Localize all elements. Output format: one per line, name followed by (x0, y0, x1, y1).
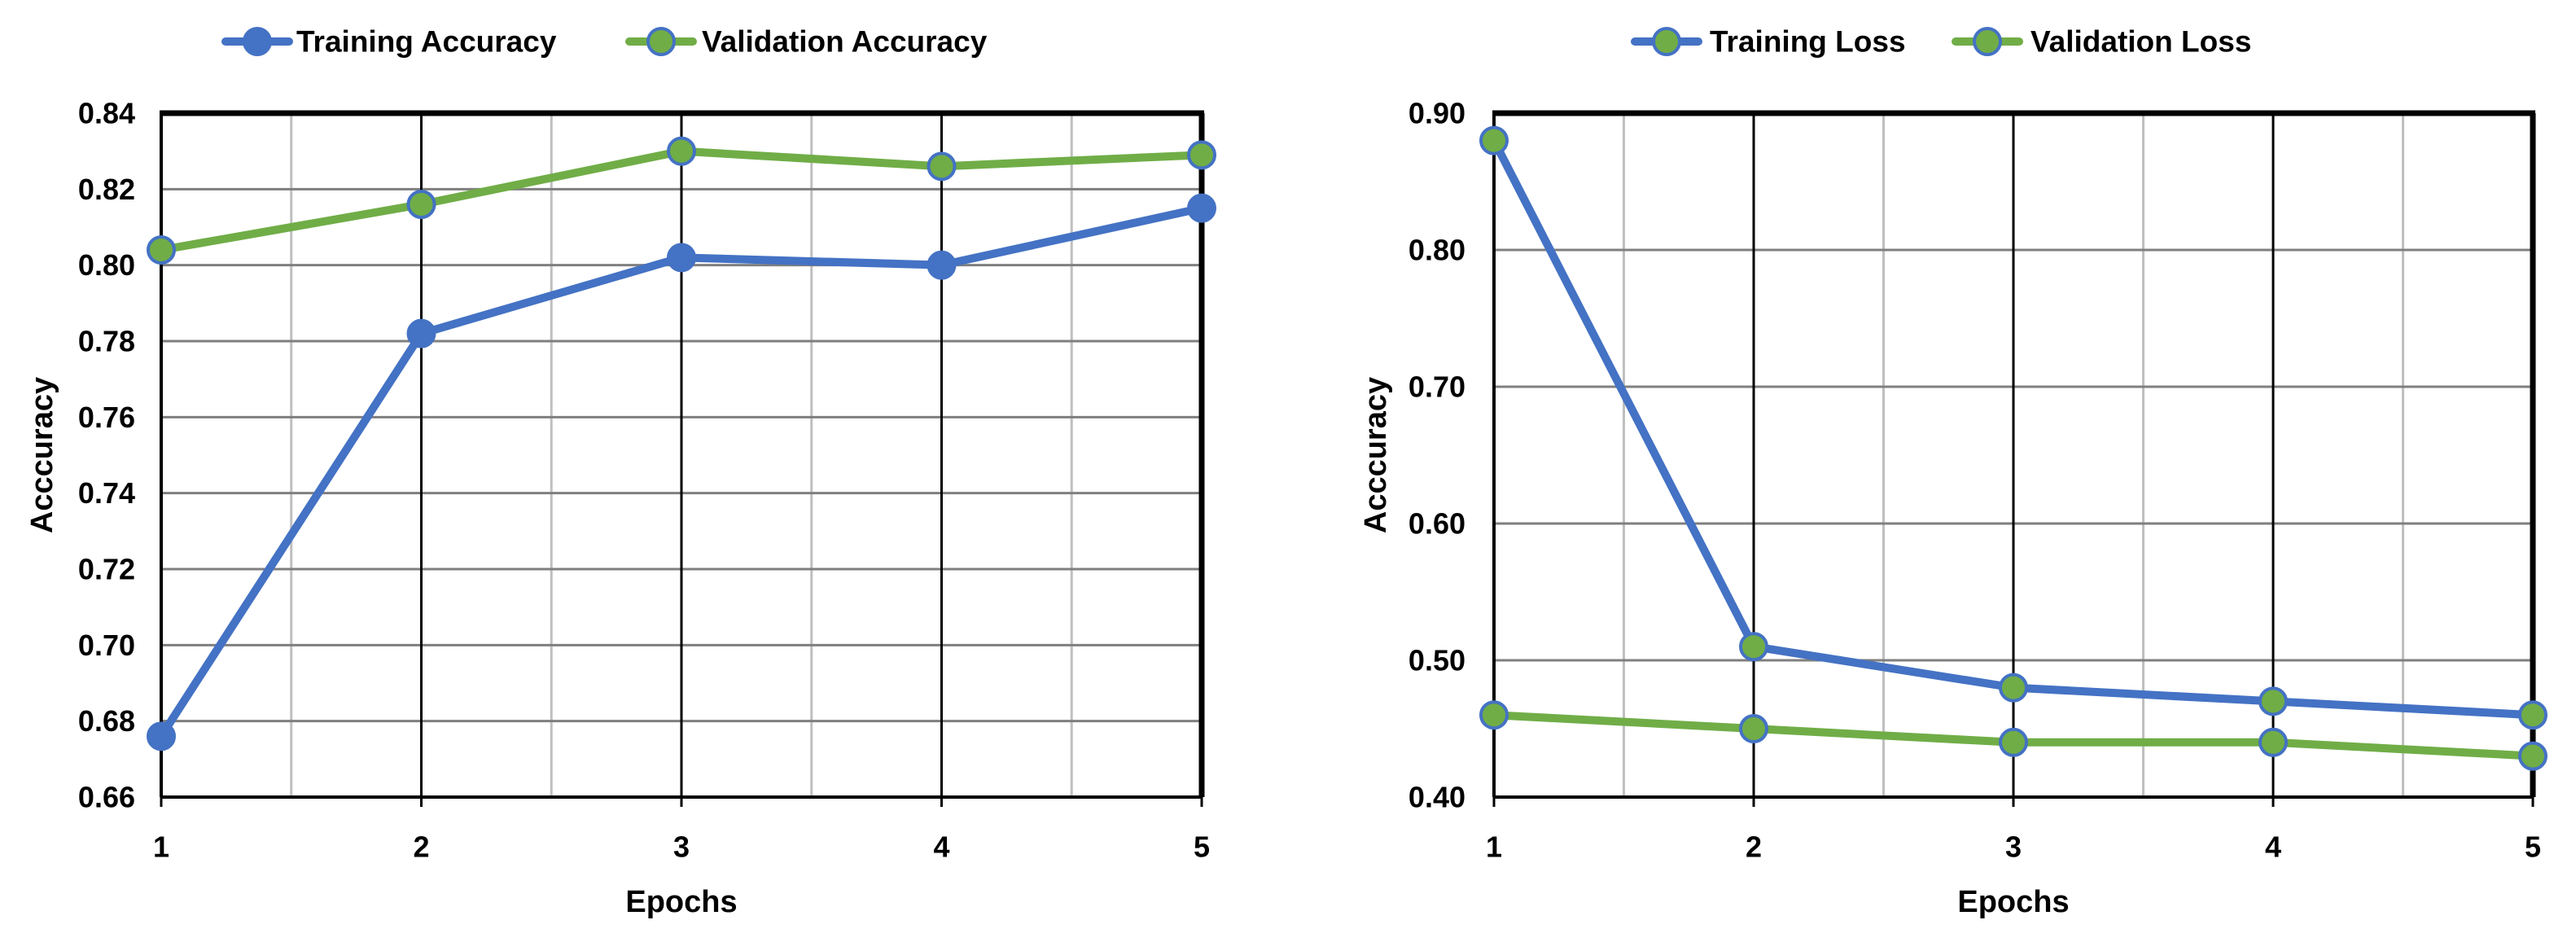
data-point (2258, 686, 2288, 716)
y-axis-label: Acccuracy (1359, 377, 1393, 533)
y-tick-label: 0.84 (78, 97, 135, 130)
grid (160, 113, 1203, 807)
y-tick-label: 0.70 (1408, 370, 1465, 404)
x-tick-label: 1 (1486, 830, 1502, 864)
y-tick-label: 0.76 (78, 401, 135, 434)
legend-label: Training Loss (1710, 25, 1906, 59)
x-tick-label: 2 (1746, 830, 1762, 864)
legend-marker (1652, 27, 1681, 56)
data-point (2258, 727, 2288, 757)
data-point (1479, 700, 1509, 730)
y-tick-label: 0.68 (78, 704, 135, 738)
legend-label: Training Accuracy (296, 25, 557, 59)
y-tick-label: 0.78 (78, 325, 135, 358)
legend: Training Accuracy Validation Accuracy (221, 25, 988, 59)
legend-item: Training Loss (1631, 25, 1906, 59)
series-0 (1479, 125, 2548, 730)
data-point (2518, 700, 2548, 730)
data-point (1187, 140, 1216, 170)
y-tick-label: 0.40 (1408, 781, 1465, 814)
data-point (147, 235, 176, 265)
legend: Training Loss Validation Loss (1631, 25, 2251, 59)
accuracy-chart: 0.66 0.68 0.70 0.72 0.74 0.76 0.78 0.80 0.82 0.84… (25, 25, 1216, 919)
series-1 (1479, 700, 2548, 771)
x-tick-label: 4 (2265, 830, 2281, 864)
data-point (1739, 714, 1768, 743)
y-tick-label: 0.72 (78, 553, 135, 586)
x-tick-label: 5 (1194, 830, 1210, 864)
y-tick-label: 0.90 (1408, 97, 1465, 130)
x-tick-label: 2 (413, 830, 429, 864)
y-tick-label: 0.66 (78, 781, 135, 814)
x-tick-label: 4 (933, 830, 949, 864)
series-1 (147, 136, 1216, 265)
x-axis-label: Epochs (625, 885, 737, 919)
y-tick-label: 0.74 (78, 476, 135, 510)
x-tick-label: 3 (673, 830, 690, 864)
data-point (406, 190, 436, 219)
x-tick-label: 1 (153, 830, 169, 864)
data-point (667, 136, 696, 166)
legend-label: Validation Loss (2031, 25, 2251, 59)
legend-marker (646, 27, 676, 56)
data-point (1739, 632, 1768, 662)
legend-marker (1973, 27, 2002, 56)
y-tick-label: 0.50 (1408, 644, 1465, 677)
grid (1492, 113, 2534, 807)
legend-item: Training Accuracy (221, 25, 557, 59)
loss-chart: 0.40 0.50 0.60 0.70 0.80 0.90 1 2 3 4 5 Epochs Acccu… (1359, 25, 2548, 919)
y-tick-label: 0.60 (1408, 507, 1465, 541)
x-tick-label: 3 (2005, 830, 2022, 864)
y-tick-label: 0.82 (78, 173, 135, 206)
x-tick-label: 5 (2525, 830, 2541, 864)
data-point (2518, 741, 2548, 771)
data-point (406, 318, 436, 348)
legend-item: Validation Accuracy (625, 25, 988, 59)
x-axis-label: Epochs (1957, 885, 2069, 919)
y-tick-label: 0.70 (78, 629, 135, 662)
legend-marker (243, 27, 272, 56)
series-0 (147, 193, 1216, 751)
data-point (1187, 193, 1216, 223)
data-point (1479, 125, 1509, 156)
data-point (1999, 727, 2028, 757)
y-axis-label: Acccuracy (25, 377, 59, 533)
data-point (147, 721, 176, 751)
legend-item: Validation Loss (1952, 25, 2251, 59)
data-point (1999, 673, 2028, 703)
data-point (927, 250, 957, 280)
y-tick-label: 0.80 (78, 248, 135, 282)
data-point (927, 151, 957, 182)
y-tick-label: 0.80 (1408, 234, 1465, 267)
legend-label: Validation Accuracy (702, 25, 988, 59)
data-point (667, 243, 696, 273)
